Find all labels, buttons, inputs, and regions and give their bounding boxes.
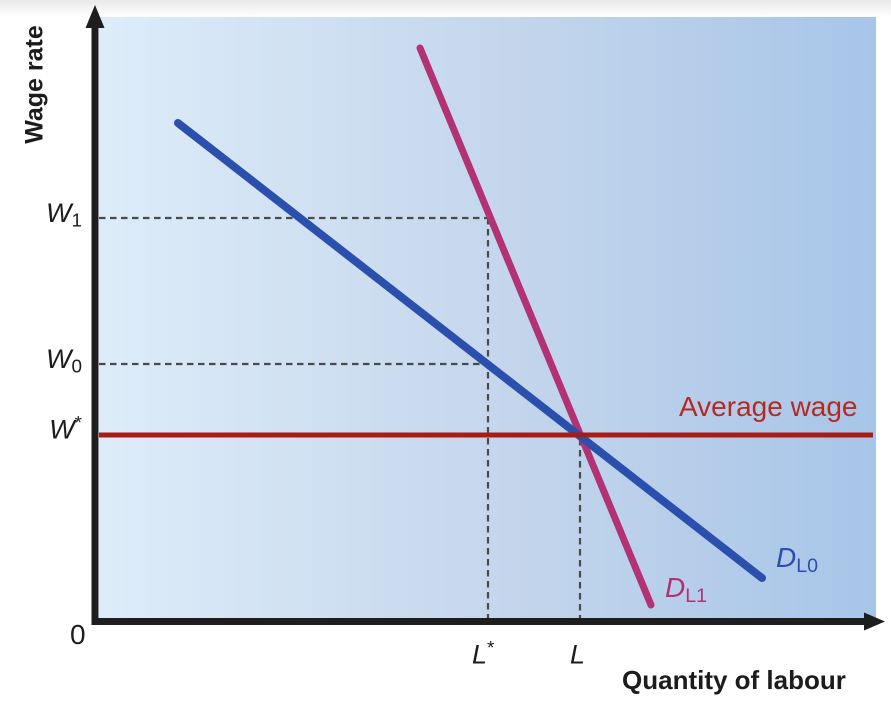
demand-curve-dl1 bbox=[416, 44, 655, 609]
dl1-curve-label: DL1 bbox=[665, 574, 707, 606]
dl0-label-base: D bbox=[776, 542, 797, 573]
dl1-label-sub: L1 bbox=[685, 584, 708, 607]
wstar-label: W* bbox=[28, 413, 82, 445]
dl0-label-sub: L0 bbox=[796, 554, 819, 577]
w1-label-sub: 1 bbox=[71, 210, 82, 232]
x-axis-title: Quantity of labour bbox=[622, 665, 846, 695]
wstar-label-base: W bbox=[49, 414, 75, 445]
y-axis-arrow-icon bbox=[85, 5, 105, 28]
l-label: L bbox=[570, 640, 585, 668]
demand-curve-dl0 bbox=[174, 119, 766, 582]
w0-label: W0 bbox=[28, 346, 82, 378]
dl0-curve-label: DL0 bbox=[776, 544, 818, 576]
wstar-label-sup: * bbox=[74, 413, 82, 434]
average-wage-label: Average wage bbox=[679, 391, 858, 422]
w0-label-sub: 0 bbox=[71, 356, 82, 378]
w1-label-base: W bbox=[46, 198, 72, 228]
w0-label-base: W bbox=[46, 344, 72, 374]
lstar-label-base: L bbox=[472, 639, 488, 670]
page-top-shading bbox=[0, 0, 891, 17]
dl1-label-base: D bbox=[665, 572, 686, 603]
lstar-label-sup: * bbox=[487, 638, 495, 659]
w1-label: W1 bbox=[28, 200, 82, 232]
x-axis-arrow-icon bbox=[864, 612, 885, 631]
l-label-base: L bbox=[570, 639, 586, 670]
lstar-label: L* bbox=[472, 638, 495, 670]
y-axis-title: Wage rate bbox=[20, 25, 49, 144]
origin-label: 0 bbox=[70, 619, 86, 650]
